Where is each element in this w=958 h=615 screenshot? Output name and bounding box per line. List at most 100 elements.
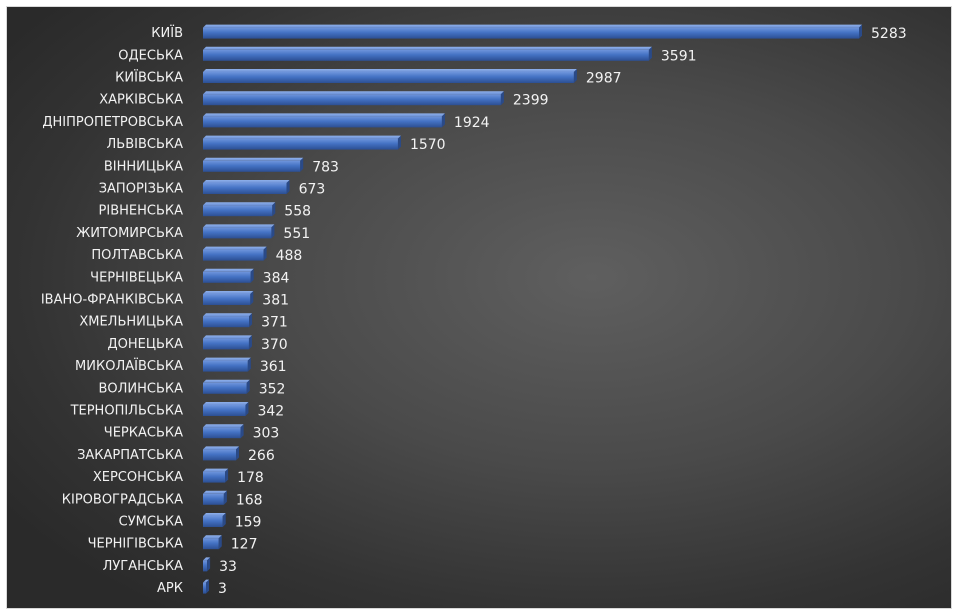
bar-front — [203, 360, 248, 372]
bar-chart: КИЇВ 5283 ОДЕСЬКА 3591 КИЇВСЬКА 2987 ХАРКІВСЬК… — [41, 24, 907, 597]
category-label: ЧЕРНІВЕЦЬКА — [90, 270, 183, 285]
bar-side — [236, 446, 240, 461]
bar-front — [203, 471, 226, 483]
category-label: ХЕРСОНСЬКА — [93, 470, 183, 485]
bar — [203, 24, 862, 39]
category-label: ІВАНО-ФРАНКІВСЬКА — [41, 293, 183, 308]
bar-top — [203, 113, 445, 117]
bar-side — [245, 402, 249, 416]
value-label: 783 — [312, 159, 339, 175]
category-label: ВОЛИНСЬКА — [98, 381, 183, 396]
bar-front — [203, 582, 206, 594]
value-label: 33 — [219, 559, 237, 575]
bar-front — [203, 205, 273, 217]
bar-side — [441, 113, 445, 128]
value-label: 168 — [236, 492, 263, 508]
category-label: ДОНЕЦЬКА — [107, 337, 183, 352]
value-label: 303 — [253, 426, 280, 442]
value-label: 352 — [259, 381, 286, 397]
value-label: 178 — [237, 470, 264, 486]
bar-front — [203, 405, 246, 416]
bar-front — [203, 138, 398, 150]
bar — [203, 424, 244, 439]
bar-front — [203, 94, 501, 106]
bar — [203, 202, 276, 217]
chart-frame: КИЇВ 5283 ОДЕСЬКА 3591 КИЇВСЬКА 2987 ХАРКІВСЬК… — [6, 6, 952, 609]
bar-front — [203, 49, 649, 61]
bar-top — [203, 246, 267, 250]
bar-front — [203, 27, 859, 39]
bar-front — [203, 183, 287, 194]
bar-side — [500, 91, 504, 106]
bar — [203, 402, 249, 416]
bar — [203, 46, 652, 61]
bar-top — [203, 490, 227, 494]
value-label: 3 — [218, 581, 227, 597]
bar-top — [203, 357, 251, 361]
value-label: 266 — [248, 448, 275, 464]
bar — [203, 268, 254, 283]
bar-top — [203, 557, 211, 561]
bar-front — [203, 449, 237, 461]
bar-top — [203, 291, 254, 294]
bar-front — [203, 227, 272, 239]
bar-top — [203, 446, 240, 450]
bar-side — [206, 579, 209, 594]
bar-top — [203, 424, 244, 428]
category-label: ЖИТОМИРСЬКА — [76, 226, 183, 241]
category-label: КИЇВСЬКА — [115, 70, 183, 86]
bar-front — [203, 249, 264, 261]
category-label: ХМЕЛЬНИЦЬКА — [79, 315, 183, 330]
bar-side — [859, 24, 862, 39]
bar-front — [203, 338, 249, 350]
bar — [203, 557, 211, 572]
bar — [203, 535, 222, 550]
value-label: 159 — [235, 515, 262, 531]
category-label: ДНІПРОПЕТРОВСЬКА — [42, 115, 183, 130]
bar-front — [203, 160, 301, 172]
bar-side — [648, 46, 652, 61]
category-label: РІВНЕНСЬКА — [99, 204, 184, 219]
value-label: 342 — [257, 404, 284, 420]
bar-top — [203, 135, 401, 139]
bar-top — [203, 535, 222, 539]
bar-top — [203, 579, 209, 583]
bar-top — [203, 402, 249, 405]
bar — [203, 69, 577, 83]
value-label: 551 — [283, 226, 310, 242]
value-label: 2987 — [586, 71, 622, 87]
bar-side — [250, 291, 254, 305]
bar — [203, 224, 275, 239]
bar-side — [240, 424, 244, 439]
bar — [203, 91, 504, 106]
bar-side — [207, 557, 211, 572]
bar-top — [203, 157, 304, 161]
category-label: ПОЛТАВСЬКА — [91, 248, 183, 263]
category-label: ЗАКАРПАТСЬКА — [77, 448, 183, 463]
bar-front — [203, 271, 251, 283]
bar-side — [272, 202, 276, 217]
category-label: ВІННИЦЬКА — [104, 159, 183, 174]
bar-side — [222, 513, 226, 527]
category-label: ЧЕРКАСЬКА — [104, 426, 183, 441]
bar-top — [203, 202, 276, 206]
bar-top — [203, 513, 226, 516]
value-label: 370 — [261, 337, 288, 353]
bar — [203, 468, 229, 483]
bar-top — [203, 335, 252, 339]
bar-front — [203, 516, 223, 527]
value-label: 5283 — [871, 26, 907, 42]
bar-side — [300, 157, 304, 172]
bar-side — [247, 357, 251, 372]
bar-side — [218, 535, 222, 550]
value-label: 1570 — [410, 137, 446, 153]
value-label: 673 — [299, 182, 326, 198]
bar — [203, 513, 226, 527]
bar-front — [203, 538, 219, 550]
bar-front — [203, 116, 442, 128]
bar — [203, 490, 227, 505]
bar — [203, 357, 251, 372]
bar-side — [223, 490, 227, 505]
value-label: 361 — [260, 359, 287, 375]
bar — [203, 291, 254, 305]
